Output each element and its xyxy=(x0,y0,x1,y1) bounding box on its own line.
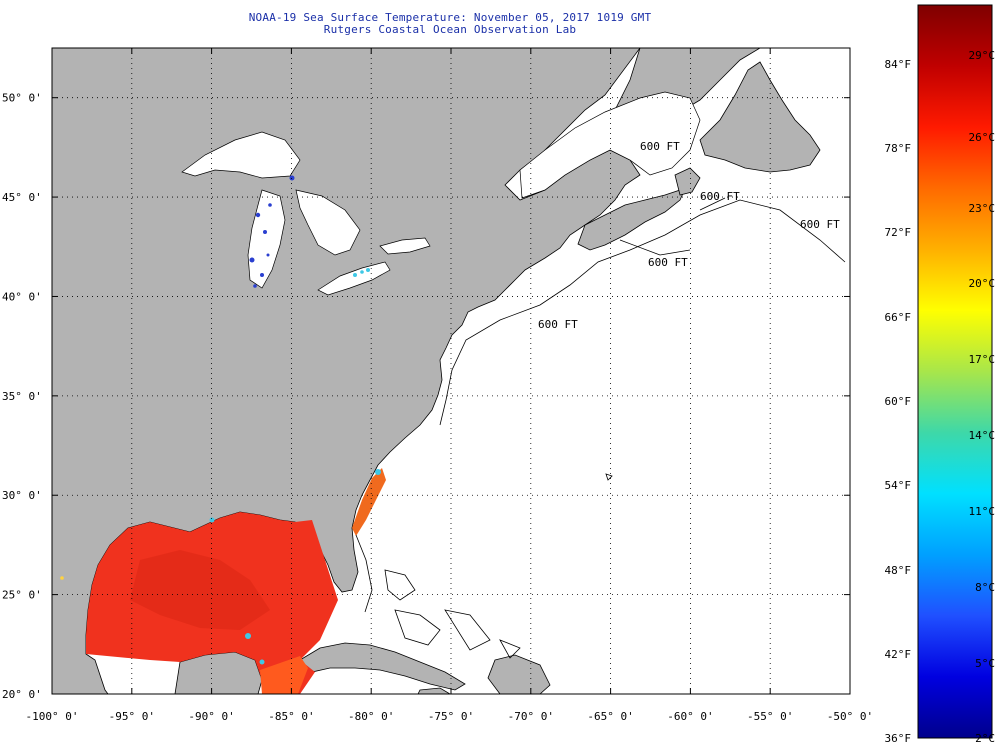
land-jamaica xyxy=(417,687,451,694)
scale-label-celsius: 26°C xyxy=(969,131,996,144)
scale-label-celsius: 23°C xyxy=(969,202,996,215)
scale-label-celsius: 11°C xyxy=(969,505,996,518)
lon-tick-label: -55° 0' xyxy=(747,710,793,723)
land-cape-breton xyxy=(674,167,701,196)
scale-label-celsius: 14°C xyxy=(969,429,996,442)
isobath-label: 600 FT xyxy=(800,218,840,231)
lake-erie-sst-data xyxy=(353,268,370,277)
gulf-st-lawrence xyxy=(519,91,701,199)
isobath-600ft xyxy=(355,197,846,613)
scale-label-fahrenheit: 72°F xyxy=(885,226,912,239)
scale-label-fahrenheit: 60°F xyxy=(885,395,912,408)
lon-tick-label: -95° 0' xyxy=(109,710,155,723)
lat-tick-label: 40° 0' xyxy=(2,290,42,303)
lake-huron xyxy=(295,189,361,256)
scale-label-celsius: 8°C xyxy=(975,581,995,594)
scale-label-celsius: 20°C xyxy=(969,277,996,290)
scale-label-fahrenheit: 54°F xyxy=(885,479,912,492)
lon-tick-label: -100° 0' xyxy=(26,710,79,723)
lon-tick-label: -70° 0' xyxy=(508,710,554,723)
isobath-label: 600 FT xyxy=(648,256,688,269)
lake-erie xyxy=(317,261,391,296)
lon-tick-label: -50° 0' xyxy=(827,710,873,723)
sst-cool-patches xyxy=(60,469,381,665)
lake-superior xyxy=(181,131,301,179)
lat-tick-label: 20° 0' xyxy=(2,688,42,701)
lake-sst-data xyxy=(249,175,295,288)
axis-ticks xyxy=(51,48,851,695)
scale-label-fahrenheit: 36°F xyxy=(885,732,912,745)
lon-tick-label: -90° 0' xyxy=(188,710,234,723)
land-newfoundland xyxy=(699,61,821,173)
sst-gulf-texture xyxy=(130,550,270,630)
scale-label-fahrenheit: 84°F xyxy=(885,58,912,71)
map-title: NOAA-19 Sea Surface Temperature: Novembe… xyxy=(248,11,652,24)
land-cuba xyxy=(299,642,466,691)
lat-tick-label: 25° 0' xyxy=(2,589,42,602)
scale-label-celsius: 17°C xyxy=(969,353,996,366)
lon-tick-label: -75° 0' xyxy=(428,710,474,723)
lat-tick-label: 35° 0' xyxy=(2,390,42,403)
scale-label-celsius: 5°C xyxy=(975,657,995,670)
scale-label-fahrenheit: 66°F xyxy=(885,311,912,324)
lake-ontario xyxy=(379,237,431,255)
land-nova-scotia xyxy=(577,177,691,251)
isobath-label: 600 FT xyxy=(700,190,740,203)
isobath-label: 600 FT xyxy=(538,318,578,331)
scale-label-fahrenheit: 78°F xyxy=(885,142,912,155)
scale-label-fahrenheit: 48°F xyxy=(885,564,912,577)
lon-tick-label: -60° 0' xyxy=(667,710,713,723)
lon-tick-label: -85° 0' xyxy=(268,710,314,723)
land-hispaniola xyxy=(487,654,551,694)
sst-atlantic-coast xyxy=(352,468,386,536)
lat-tick-label: 50° 0' xyxy=(2,92,42,105)
sst-florida-strait xyxy=(260,656,308,694)
map-subtitle: Rutgers Coastal Ocean Observation Lab xyxy=(323,23,577,36)
scale-label-celsius: 2°C xyxy=(975,732,995,745)
scale-label-celsius: 29°C xyxy=(969,49,996,62)
lat-lon-grid xyxy=(52,48,850,694)
scale-label-fahrenheit: 42°F xyxy=(885,648,912,661)
color-scale-bar xyxy=(917,4,993,739)
lat-tick-label: 30° 0' xyxy=(2,489,42,502)
lon-tick-label: -80° 0' xyxy=(348,710,394,723)
lat-tick-label: 45° 0' xyxy=(2,191,42,204)
lon-tick-label: -65° 0' xyxy=(587,710,633,723)
isobath-label: 600 FT xyxy=(640,140,680,153)
